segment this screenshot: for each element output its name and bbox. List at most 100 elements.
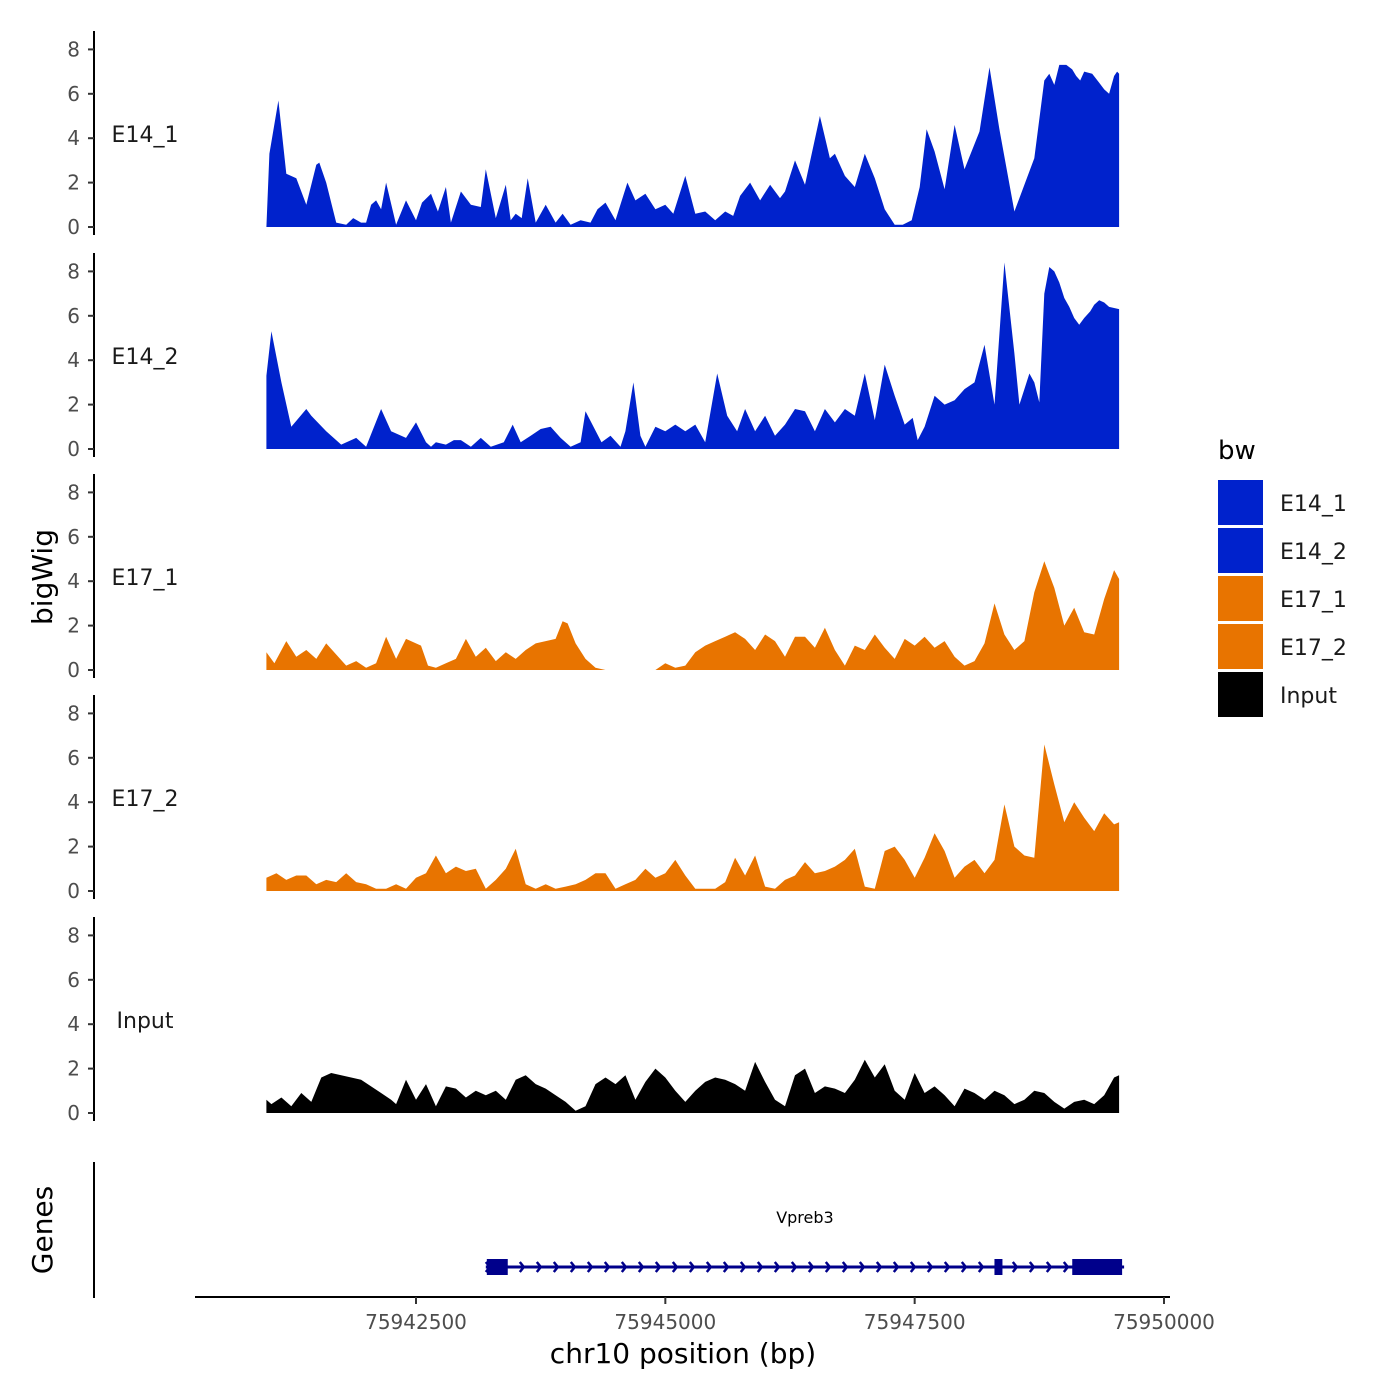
gene-name-label: Vpreb3 — [776, 1208, 834, 1227]
y-tick-label: 4 — [67, 126, 80, 150]
y-tick-label: 8 — [67, 923, 80, 947]
y-tick-label: 6 — [67, 304, 80, 328]
signal-area — [266, 744, 1120, 891]
x-axis-title: chr10 position (bp) — [550, 1337, 816, 1370]
signal-area — [266, 64, 1120, 228]
track-e14-2: 0 2 4 6 8 E14_2 — [67, 253, 1120, 461]
strand-arrow-icon — [518, 1261, 526, 1273]
strand-arrow-icon — [756, 1261, 764, 1273]
strand-arrow-icon — [1045, 1261, 1053, 1273]
strand-arrow-icon — [824, 1261, 832, 1273]
legend-item-e14-2: E14_2 — [1218, 528, 1347, 573]
y-tick-label: 0 — [67, 437, 80, 461]
strand-arrow-icon — [790, 1261, 798, 1273]
strand-arrow-icon — [586, 1261, 594, 1273]
strand-arrow-icon — [841, 1261, 849, 1273]
legend-label: Input — [1280, 684, 1337, 709]
strand-arrow-icon — [943, 1261, 951, 1273]
strand-arrow-icon — [909, 1261, 917, 1273]
track-label: E14_2 — [112, 345, 179, 370]
legend-swatch — [1218, 624, 1263, 669]
legend-label: E14_1 — [1280, 492, 1347, 517]
y-tick-label: 6 — [67, 968, 80, 992]
track-e14-1: 0 2 4 6 8 E14_1 — [67, 31, 1120, 239]
y-tick-label: 2 — [67, 835, 80, 859]
x-tick-label: 75947500 — [864, 1310, 966, 1334]
strand-arrow-icon — [620, 1261, 628, 1273]
strand-arrow-icon — [654, 1261, 662, 1273]
y-tick-label: 2 — [67, 171, 80, 195]
strand-arrow-icon — [807, 1261, 815, 1273]
strand-arrow-icon — [569, 1261, 577, 1273]
legend-label: E14_2 — [1280, 540, 1347, 565]
legend-swatch — [1218, 672, 1263, 717]
y-tick-label: 0 — [67, 658, 80, 682]
strand-arrow-icon — [1062, 1261, 1070, 1273]
legend-title: bw — [1218, 436, 1256, 466]
strand-arrow-icon — [671, 1261, 679, 1273]
strand-arrow-icon — [875, 1261, 883, 1273]
y-tick-label: 0 — [67, 879, 80, 903]
track-e17-2: 0 2 4 6 8 E17_2 — [67, 695, 1120, 903]
signal-area — [266, 1059, 1120, 1113]
strand-arrow-icon — [535, 1261, 543, 1273]
y-tick-label: 8 — [67, 480, 80, 504]
gene-exon — [486, 1259, 508, 1275]
strand-arrow-icon — [739, 1261, 747, 1273]
y-tick-label: 6 — [67, 82, 80, 106]
legend-item-input: Input — [1218, 672, 1337, 717]
y-tick-label: 8 — [67, 259, 80, 283]
x-axis: 75942500 75945000 75947500 75950000 — [195, 1296, 1215, 1334]
y-tick-label: 6 — [67, 525, 80, 549]
strand-arrow-icon — [1028, 1261, 1036, 1273]
strand-arrow-icon — [892, 1261, 900, 1273]
strand-arrow-icon — [926, 1261, 934, 1273]
track-e17-1: 0 2 4 6 8 E17_1 — [67, 474, 1120, 682]
strand-arrow-icon — [637, 1261, 645, 1273]
legend-item-e14-1: E14_1 — [1218, 480, 1347, 525]
legend-swatch — [1218, 480, 1263, 525]
y-tick-label: 8 — [67, 37, 80, 61]
y-tick-label: 8 — [67, 701, 80, 725]
genes-track-title: Genes — [26, 1186, 59, 1274]
tracks: 0 2 4 6 8 E14_1 0 2 4 6 8 E14_2 0 2 4 6 8 E17_1 0 2 4 6 8 E17_2… — [67, 31, 1120, 1125]
y-tick-label: 2 — [67, 393, 80, 417]
strand-arrow-icon — [977, 1261, 985, 1273]
y-axis-title: bigWig — [26, 529, 59, 625]
strand-arrow-icon — [960, 1261, 968, 1273]
gene-track: Vpreb3 — [93, 1162, 1125, 1298]
y-tick-label: 4 — [67, 569, 80, 593]
signal-area — [266, 262, 1120, 449]
track-label: Input — [117, 1009, 174, 1034]
y-tick-label: 4 — [67, 348, 80, 372]
signal-area — [266, 561, 1120, 670]
y-tick-label: 4 — [67, 1012, 80, 1036]
track-label: E14_1 — [112, 123, 179, 148]
legend: E14_1 E14_2 E17_1 E17_2 Input — [1218, 480, 1347, 717]
gene-exon — [994, 1259, 1003, 1275]
legend-item-e17-1: E17_1 — [1218, 576, 1347, 621]
strand-arrow-icon — [773, 1261, 781, 1273]
legend-item-e17-2: E17_2 — [1218, 624, 1347, 669]
y-tick-label: 0 — [67, 1101, 80, 1125]
y-tick-label: 4 — [67, 790, 80, 814]
strand-arrow-icon — [722, 1261, 730, 1273]
strand-arrow-icon — [705, 1261, 713, 1273]
x-tick-label: 75945000 — [614, 1310, 716, 1334]
gene-exon — [1072, 1259, 1123, 1275]
x-tick-label: 75942500 — [365, 1310, 467, 1334]
x-tick-label: 75950000 — [1113, 1310, 1215, 1334]
legend-swatch — [1218, 528, 1263, 573]
y-tick-label: 2 — [67, 1057, 80, 1081]
strand-arrow-icon — [552, 1261, 560, 1273]
strand-arrow-icon — [858, 1261, 866, 1273]
track-label: E17_2 — [112, 787, 179, 812]
legend-swatch — [1218, 576, 1263, 621]
strand-arrow-icon — [688, 1261, 696, 1273]
legend-label: E17_2 — [1280, 636, 1347, 661]
track-input: 0 2 4 6 8 Input — [67, 917, 1120, 1125]
strand-arrow-icon — [603, 1261, 611, 1273]
gene-vpreb3: Vpreb3 — [484, 1208, 1125, 1275]
y-tick-label: 6 — [67, 746, 80, 770]
